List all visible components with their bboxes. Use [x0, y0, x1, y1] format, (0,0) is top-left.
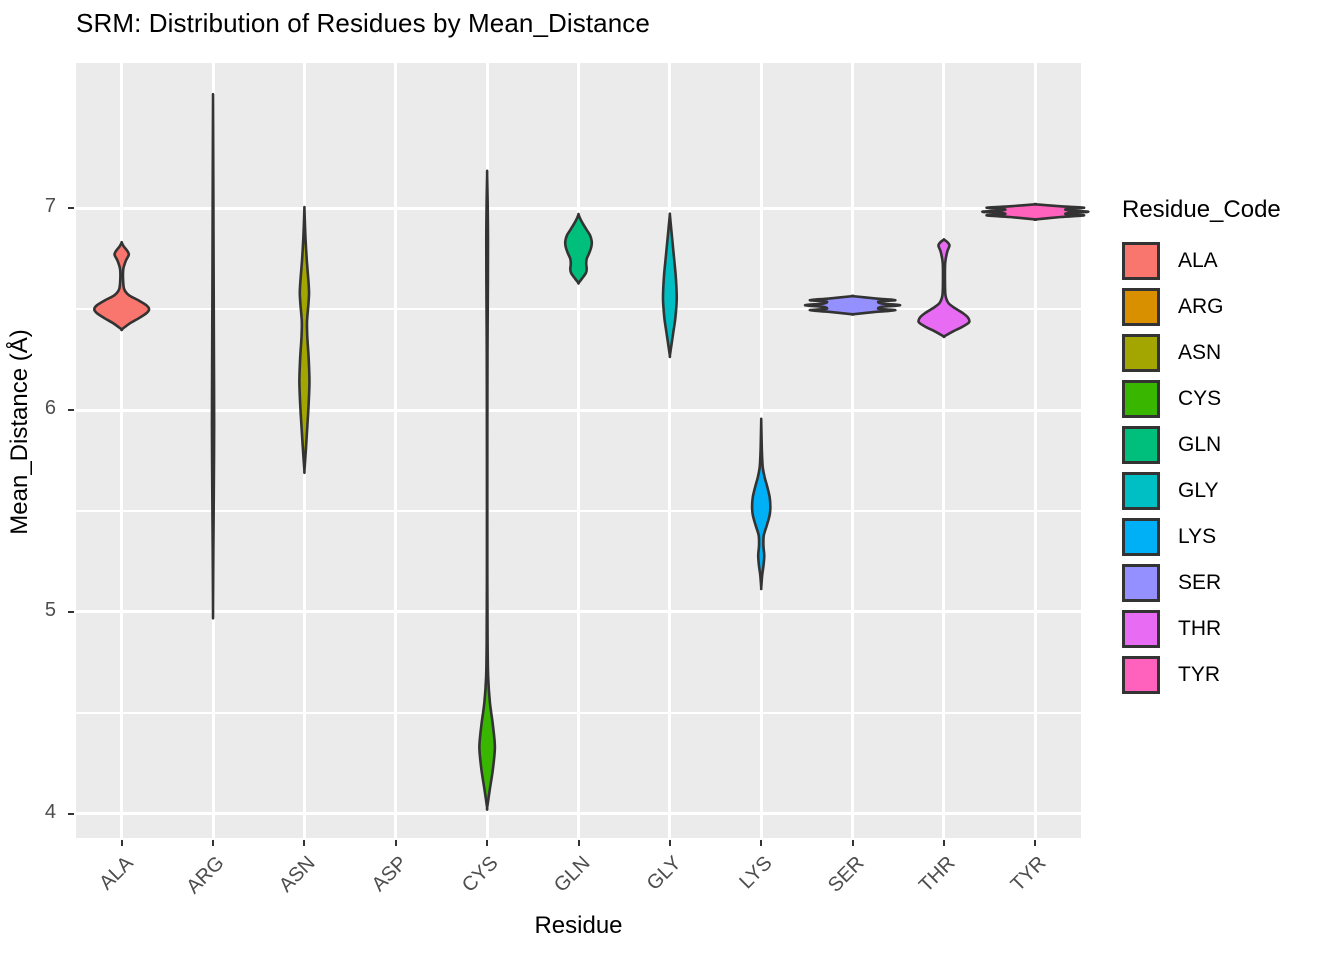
- y-axis-tick-label: 4: [44, 800, 56, 823]
- y-axis-tick-mark: [68, 812, 74, 815]
- x-axis-tick-mark: [760, 840, 763, 846]
- legend-item-label: SER: [1178, 571, 1222, 594]
- legend-item-label: LYS: [1178, 525, 1217, 548]
- x-axis-tick-mark: [120, 840, 123, 846]
- violin-thr: [917, 238, 971, 339]
- violin-arg: [210, 92, 216, 620]
- legend-item-label: ARG: [1178, 295, 1224, 318]
- x-axis-tick-mark: [486, 840, 489, 846]
- legend-item-label: GLN: [1178, 433, 1222, 456]
- violin-ala: [92, 240, 151, 332]
- y-axis-tick-label: 7: [44, 195, 56, 218]
- violin-gln: [563, 212, 594, 285]
- legend-title: Residue_Code: [1122, 196, 1281, 223]
- legend-item-cys[interactable]: CYS: [1118, 376, 1224, 422]
- gridline-major-vertical: [577, 63, 580, 838]
- legend-item-label: THR: [1178, 617, 1222, 640]
- legend-key-swatch: [1122, 564, 1160, 602]
- legend-item-tyr[interactable]: TYR: [1118, 652, 1224, 698]
- legend-item-list: ALA ARG ASN CYS GLN GLY LYS SER THR TYR: [1118, 238, 1224, 698]
- legend-item-thr[interactable]: THR: [1118, 606, 1224, 652]
- violin-tyr: [981, 202, 1090, 221]
- legend-item-label: ALA: [1178, 249, 1218, 272]
- y-axis-tick-label: 6: [44, 397, 56, 420]
- x-axis-tick-mark: [212, 840, 215, 846]
- violin-ser: [803, 294, 902, 316]
- legend-key-swatch: [1122, 380, 1160, 418]
- legend-item-label: TYR: [1178, 663, 1220, 686]
- y-axis-tick-label: 5: [44, 598, 56, 621]
- legend-key-swatch: [1122, 242, 1160, 280]
- y-axis-tick-mark: [68, 610, 74, 613]
- violin-gly: [661, 212, 679, 359]
- y-axis-title: Mean_Distance (Å): [6, 329, 33, 535]
- x-axis-tick-mark: [668, 840, 671, 846]
- x-axis-title: Residue: [534, 912, 623, 939]
- legend-key-swatch: [1122, 518, 1160, 556]
- gridline-major-vertical: [1033, 63, 1037, 838]
- x-axis-tick-mark: [942, 840, 945, 846]
- x-axis-tick-mark: [1034, 840, 1037, 846]
- x-axis-tick-mark: [851, 840, 854, 846]
- legend-key-swatch: [1122, 288, 1160, 326]
- y-axis-tick-mark: [68, 409, 74, 412]
- legend-item-ala[interactable]: ALA: [1118, 238, 1224, 284]
- x-axis-tick-mark: [394, 840, 397, 846]
- violin-cys: [478, 169, 497, 811]
- legend-item-gly[interactable]: GLY: [1118, 468, 1224, 514]
- plot-panel: [76, 63, 1090, 838]
- x-axis-tick-mark: [577, 840, 580, 846]
- legend-item-asn[interactable]: ASN: [1118, 330, 1224, 376]
- x-axis-tick-mark: [303, 840, 306, 846]
- legend-item-label: CYS: [1178, 387, 1222, 410]
- legend-item-ser[interactable]: SER: [1118, 560, 1224, 606]
- legend-key-swatch: [1122, 334, 1160, 372]
- gridline-major-vertical: [668, 63, 672, 838]
- gridline-major-vertical: [394, 63, 398, 838]
- legend-item-lys[interactable]: LYS: [1118, 514, 1224, 560]
- page-title: SRM: Distribution of Residues by Mean_Di…: [76, 8, 650, 38]
- legend-key-swatch: [1122, 656, 1160, 694]
- violin-series-layer: [92, 92, 1090, 811]
- gridline-major-vertical: [120, 63, 124, 838]
- legend-item-label: ASN: [1178, 341, 1222, 364]
- legend-item-label: GLY: [1178, 479, 1219, 502]
- gridline-major-vertical: [851, 63, 855, 838]
- legend-key-swatch: [1122, 610, 1160, 648]
- violin-asn: [298, 205, 311, 475]
- legend-item-arg[interactable]: ARG: [1118, 284, 1224, 330]
- legend-key-swatch: [1122, 472, 1160, 510]
- legend-key-swatch: [1122, 426, 1160, 464]
- y-axis-tick-mark: [68, 207, 74, 210]
- violin-lys: [750, 417, 772, 591]
- gridline-major-vertical: [942, 63, 946, 838]
- legend-item-gln[interactable]: GLN: [1118, 422, 1224, 468]
